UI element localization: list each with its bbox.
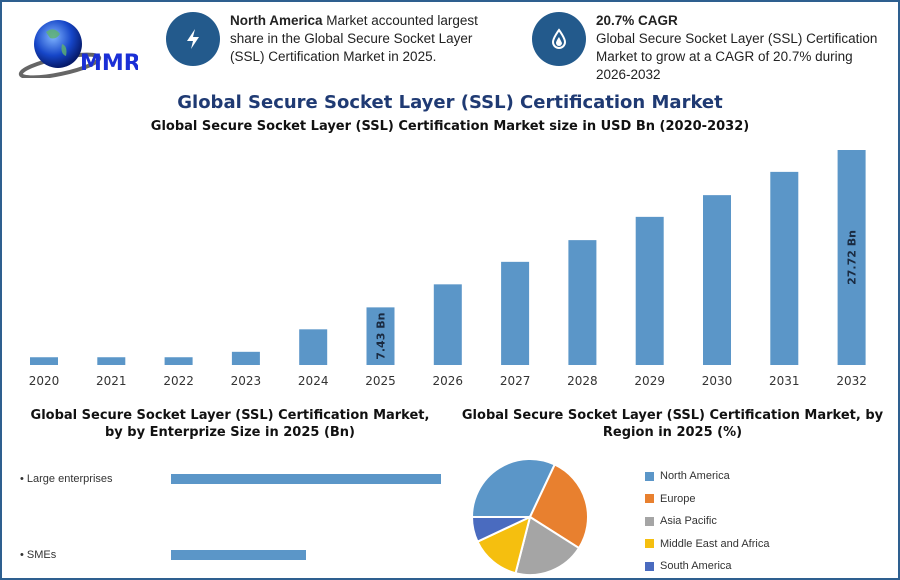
lightning-icon [166, 12, 220, 66]
bar-2029 [635, 216, 664, 365]
bar-2023 [231, 351, 260, 365]
x-tick-label: 2025 [365, 374, 396, 388]
bar-2024 [299, 329, 328, 365]
legend-label: Middle East and Africa [660, 537, 770, 550]
pie-slice [514, 515, 581, 576]
legend-item: Asia Pacific [645, 510, 769, 533]
legend-label: Europe [660, 492, 696, 505]
bar-2022 [164, 357, 193, 365]
drop-icon [532, 12, 586, 66]
legend-swatch [645, 516, 654, 526]
enterprise-chart-title: Global Secure Socket Layer (SSL) Certifi… [30, 408, 430, 440]
market-size-bar-chart: 2020 2021 2022 2023 2024 2025 7.43 Bn 2026 2027 2… [29, 150, 867, 388]
enterprise-label: • SMEs [20, 549, 57, 561]
legend-item: Europe [645, 488, 769, 511]
info-cagr: 20.7% CAGR Global Secure Socket Layer (SS… [532, 12, 882, 84]
x-tick-label: 2022 [163, 374, 194, 388]
x-tick-label: 2028 [567, 374, 598, 388]
x-tick-label: 2023 [231, 374, 262, 388]
pie-slice [528, 463, 589, 550]
pie-slice [470, 516, 531, 544]
region-chart-title: Global Secure Socket Layer (SSL) Certifi… [461, 408, 884, 440]
legend-label: Asia Pacific [660, 515, 717, 528]
info-north-america: North America Market accounted largest s… [166, 12, 506, 66]
x-tick-label: 2024 [298, 374, 329, 388]
legend-label: North America [660, 470, 730, 483]
data-label: 27.72 Bn [846, 230, 859, 285]
legend-item: South America [645, 555, 769, 578]
mmr-logo: MMR [18, 20, 138, 78]
pie-legend: North America Europe Asia Pacific Middle Ea… [645, 465, 769, 578]
bar-2021 [97, 357, 126, 365]
x-tick-label: 2027 [500, 374, 531, 388]
legend-item: North America [645, 465, 769, 488]
pie-slice [470, 458, 557, 518]
info-bold: North America [230, 13, 323, 28]
bar-2020 [30, 357, 58, 365]
info-text: Market accounted largest share in the Gl… [230, 13, 478, 64]
x-tick-label: 2026 [433, 374, 464, 388]
page-title: Global Secure Socket Layer (SSL) Certifi… [177, 92, 723, 113]
x-tick-label: 2030 [702, 374, 733, 388]
bar-2026 [433, 284, 462, 365]
enterprise-bar [171, 474, 441, 484]
legend-swatch [645, 471, 654, 481]
enterprise-bar [171, 550, 307, 560]
legend-swatch [645, 539, 654, 549]
info-bold: 20.7% CAGR [596, 13, 678, 28]
legend-item: Middle East and Africa [645, 533, 769, 556]
data-label: 7.43 Bn [375, 313, 388, 360]
x-tick-label: 2031 [769, 374, 800, 388]
bar-chart-title: Global Secure Socket Layer (SSL) Certifi… [150, 119, 750, 134]
legend-swatch [645, 494, 654, 504]
bar-2028 [568, 240, 597, 365]
legend-swatch [645, 561, 654, 571]
bar-2031 [770, 171, 799, 365]
legend-label: South America [660, 560, 732, 573]
logo-text: MMR [80, 51, 138, 76]
bar-2030 [703, 195, 731, 365]
bar-2025 [366, 307, 395, 365]
bar-2032 [837, 150, 866, 365]
info-text: Global Secure Socket Layer (SSL) Certifi… [596, 31, 878, 82]
region-pie-chart [470, 458, 589, 576]
enterprise-label: • Large enterprises [20, 473, 113, 485]
x-tick-label: 2021 [96, 374, 127, 388]
x-tick-label: 2020 [29, 374, 60, 388]
x-tick-label: 2032 [836, 374, 867, 388]
x-tick-label: 2029 [634, 374, 665, 388]
bar-2027 [501, 261, 530, 365]
